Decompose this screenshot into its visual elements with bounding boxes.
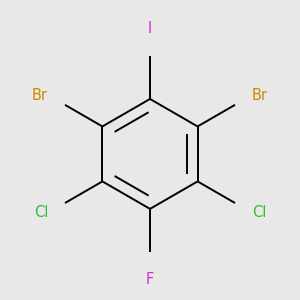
Text: Cl: Cl bbox=[34, 205, 48, 220]
Text: Br: Br bbox=[32, 88, 48, 103]
Text: F: F bbox=[146, 272, 154, 287]
Text: I: I bbox=[148, 21, 152, 36]
Text: Cl: Cl bbox=[252, 205, 266, 220]
Text: Br: Br bbox=[252, 88, 268, 103]
